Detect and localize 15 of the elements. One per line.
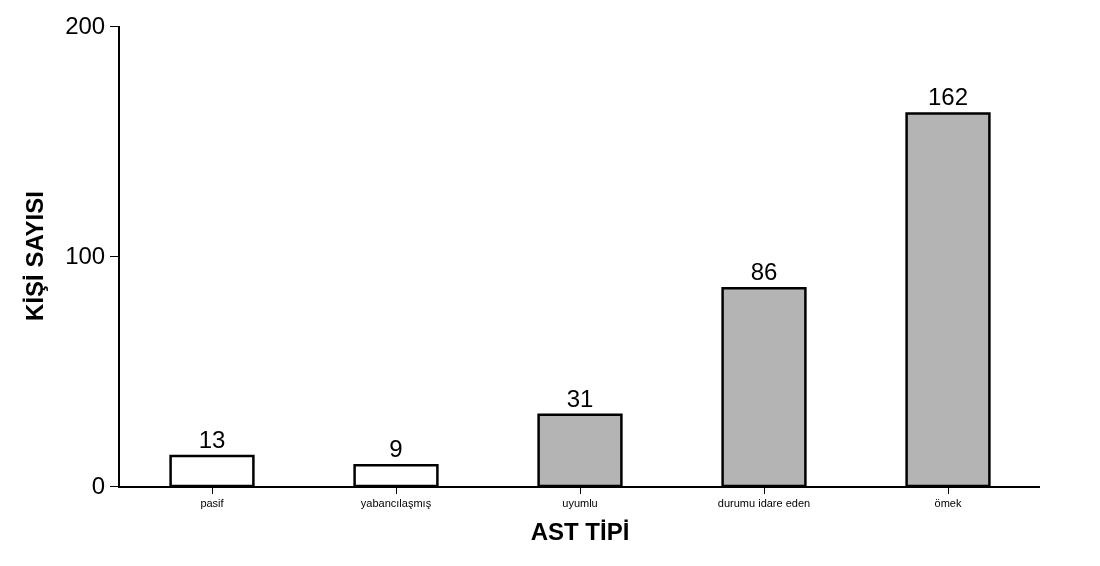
data-label: 31 [566,384,594,412]
y-tick-label: 0 [91,472,106,500]
y-tick-label: 200 [65,12,106,40]
x-tick-label: yabancılaşmış [360,497,432,510]
x-axis-title: AST TİPİ [530,518,630,545]
data-label: 9 [389,435,403,463]
y-tick-label: 100 [65,242,106,270]
x-tick-label: ömek [934,497,962,510]
data-label: 86 [750,258,778,286]
x-tick-label: uyumlu [562,497,598,510]
y-axis-title: KİŞİ SAYISI [20,191,48,321]
x-tick-label: durumu idare eden [717,497,811,510]
x-tick-label: pasif [200,497,225,510]
data-label: 162 [927,83,969,111]
data-label: 13 [198,426,226,454]
